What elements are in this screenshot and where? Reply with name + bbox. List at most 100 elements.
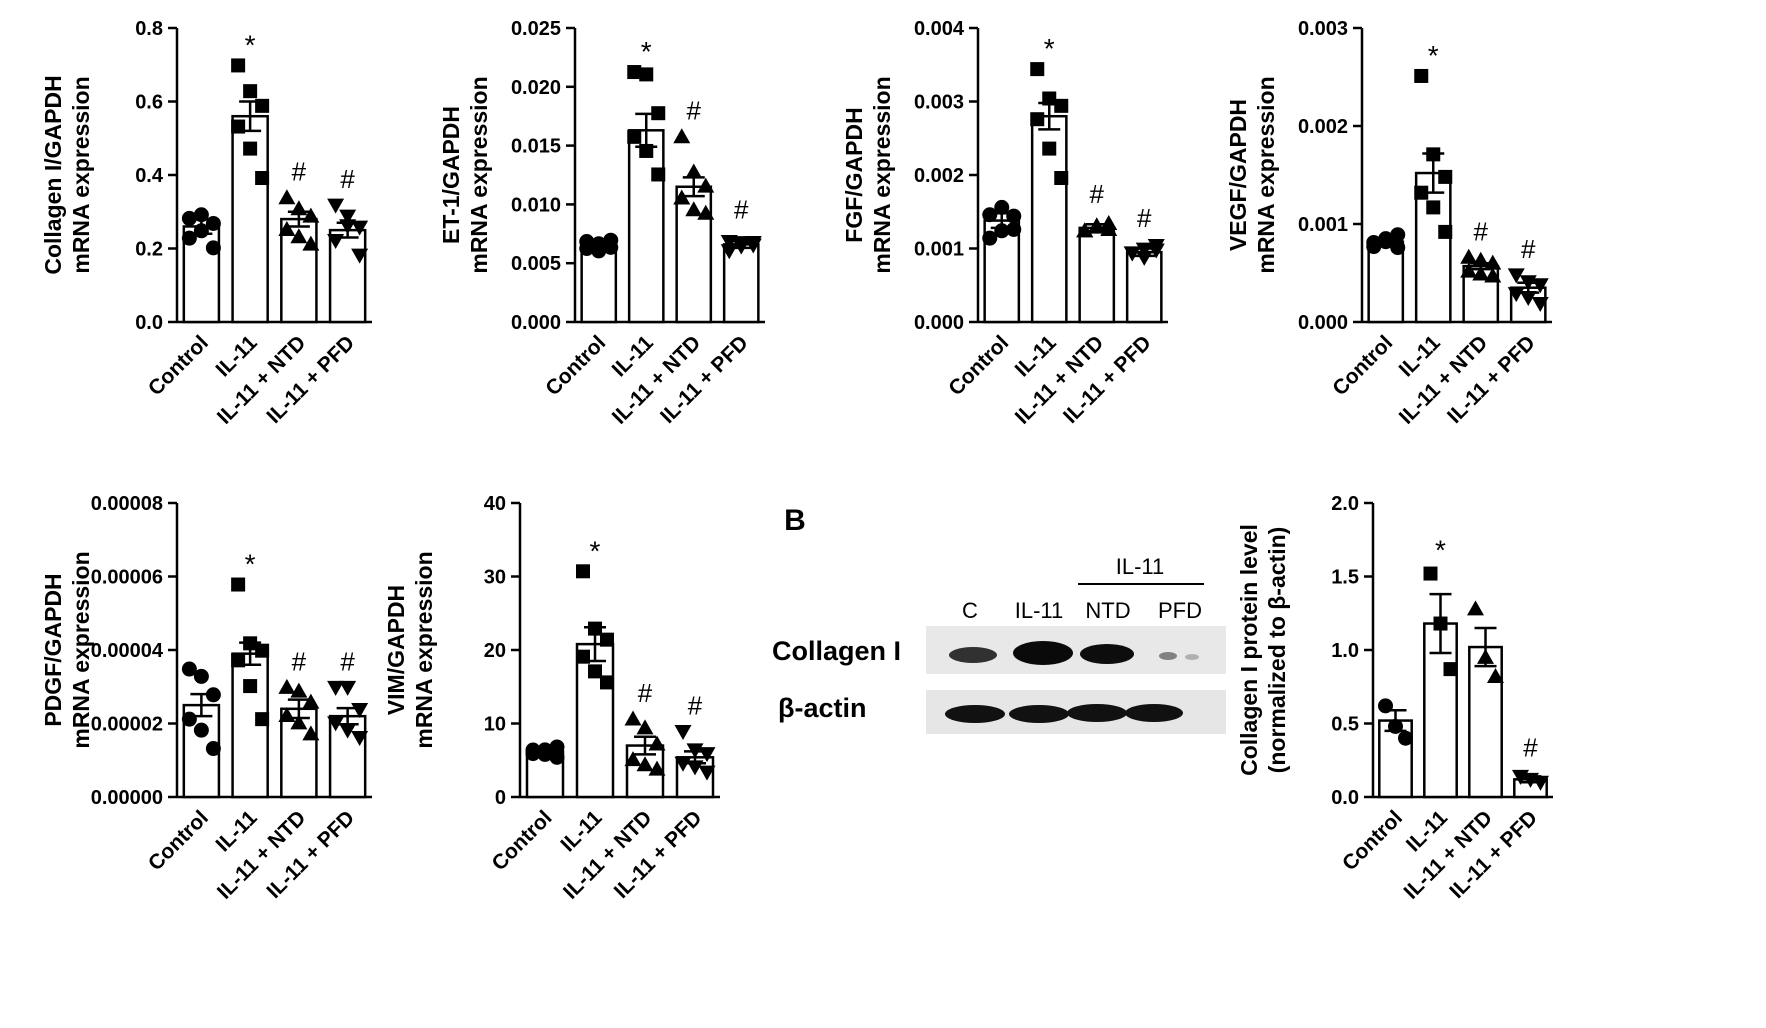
- data-point: [549, 749, 565, 765]
- data-point: [278, 189, 296, 205]
- data-point: [651, 167, 666, 182]
- y-tick-label: 0.005: [511, 253, 561, 275]
- y-axis-title: VEGF/GAPDHmRNA expression: [1225, 76, 1279, 273]
- data-point: [181, 711, 197, 727]
- data-point: [1030, 112, 1045, 127]
- data-point: [193, 207, 209, 223]
- data-point: [1042, 141, 1057, 156]
- y-tick-label: 2.0: [1331, 493, 1359, 515]
- data-point: [720, 235, 738, 251]
- data-point: [994, 223, 1010, 239]
- y-tick-label: 0.020: [511, 77, 561, 99]
- y-tick-label: 0.0: [135, 312, 163, 334]
- y-axis-title: PDGF/GAPDHmRNA expression: [40, 551, 94, 748]
- data-point: [1100, 220, 1118, 236]
- data-point: [193, 223, 209, 239]
- data-point: [193, 668, 209, 684]
- significance-label: *: [1428, 40, 1439, 71]
- y-tick-label: 20: [484, 640, 506, 662]
- data-point: [1123, 246, 1141, 262]
- y-tick-label: 0.003: [1298, 18, 1348, 40]
- y-tick-label: 0.00000: [91, 787, 163, 809]
- lane-label-pfd: PFD: [1158, 598, 1202, 623]
- data-point: [205, 215, 221, 231]
- significance-label: *: [1044, 33, 1055, 64]
- data-point: [576, 649, 590, 664]
- y-tick-label: 0.025: [511, 18, 561, 40]
- data-point: [339, 723, 357, 739]
- y-tick-label: 0.000: [914, 312, 964, 334]
- data-point: [1414, 68, 1429, 83]
- significance-label: *: [641, 36, 652, 67]
- data-point: [1398, 730, 1413, 746]
- charts-layer: 0.0 0.2 0.4 0.6 0.8 Collagen I/GAPDHmRNA expr…: [40, 18, 1553, 904]
- data-point: [278, 220, 296, 236]
- data-point: [994, 199, 1010, 215]
- data-point: [181, 661, 197, 677]
- bar: [983, 219, 1021, 324]
- data-point: [255, 712, 270, 727]
- y-tick-label: 0.002: [1298, 116, 1348, 138]
- chart-3: 0.000 0.001 0.002 0.003 0.004 FGF/GAPDHmRNA e…: [841, 18, 1168, 429]
- data-point: [205, 741, 221, 757]
- data-point: [673, 189, 691, 205]
- data-point: [1030, 62, 1045, 77]
- chart-4: 0.000 0.001 0.002 0.003 VEGF/GAPDHmRNA expre…: [1225, 18, 1552, 429]
- data-point: [243, 636, 258, 651]
- western-blot-panel: B IL-11 C IL-11 NTD PFD Collagen I β-act…: [772, 504, 1226, 734]
- data-point: [673, 128, 691, 144]
- data-point: [600, 632, 614, 647]
- y-tick-label: 0: [495, 787, 506, 809]
- significance-label: #: [1474, 216, 1489, 246]
- y-axis-title: Collagen I/GAPDHmRNA expression: [40, 75, 94, 274]
- collagen-band-c: [949, 647, 997, 663]
- data-point: [1006, 208, 1022, 224]
- data-point: [639, 143, 654, 158]
- x-tick-label: Control: [944, 331, 1013, 400]
- bar: [1468, 645, 1503, 799]
- y-tick-label: 40: [484, 493, 506, 515]
- data-point: [720, 244, 738, 260]
- data-point: [255, 643, 270, 658]
- data-point: [1054, 98, 1069, 113]
- data-point: [1460, 248, 1478, 264]
- significance-label: #: [292, 157, 307, 187]
- data-point: [1484, 267, 1502, 283]
- y-tick-label: 10: [484, 714, 506, 736]
- data-point: [697, 177, 715, 193]
- bar: [580, 244, 618, 324]
- significance-label: *: [245, 29, 256, 60]
- significance-label: #: [1090, 179, 1105, 209]
- data-point: [698, 765, 716, 781]
- y-axis-title: Collagen I protein level(normalized to β…: [1236, 524, 1290, 776]
- data-point: [205, 687, 221, 703]
- data-point: [1487, 667, 1504, 683]
- data-point: [181, 230, 197, 246]
- data-point: [1438, 169, 1453, 184]
- data-point: [1532, 775, 1549, 791]
- data-point: [1054, 171, 1069, 185]
- data-point: [339, 209, 357, 225]
- y-tick-label: 0.002: [914, 165, 964, 187]
- data-point: [1426, 200, 1441, 215]
- data-point: [351, 220, 369, 236]
- y-tick-label: 0.00002: [91, 714, 163, 736]
- data-point: [627, 129, 642, 144]
- chart-7: 0.0 0.5 1.0 1.5 2.0 Collagen I protein level(…: [1236, 493, 1553, 904]
- data-point: [290, 714, 308, 730]
- collagen-band-pfd: [1159, 652, 1177, 660]
- y-tick-label: 0.00004: [91, 640, 164, 662]
- data-point: [1460, 262, 1478, 278]
- data-point: [231, 653, 246, 668]
- chart-1: 0.0 0.2 0.4 0.6 0.8 Collagen I/GAPDHmRNA expr…: [40, 18, 372, 429]
- y-tick-label: 30: [484, 567, 506, 589]
- data-point: [576, 564, 590, 579]
- collagen-band-ntd: [1080, 644, 1134, 664]
- data-point: [639, 67, 654, 82]
- data-point: [243, 141, 258, 156]
- data-point: [1472, 251, 1490, 267]
- data-point: [1390, 227, 1406, 243]
- significance-label: #: [1523, 732, 1538, 762]
- significance-label: *: [1435, 535, 1446, 566]
